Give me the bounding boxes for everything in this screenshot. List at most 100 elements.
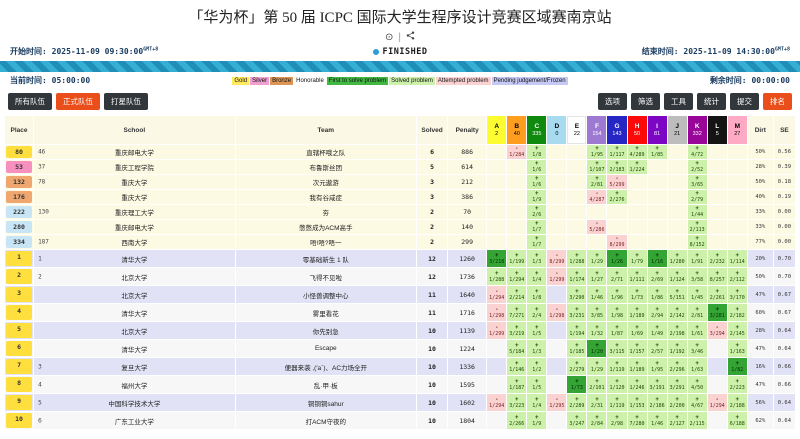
team-row[interactable]: 80 46 重庆邮电大学 直辖杯哦之队 6 886 -1/284 +1/8 +1/95 +1/11…	[5, 145, 795, 159]
dirt-value: 47%	[747, 286, 773, 303]
problem-cell-E	[567, 220, 587, 234]
team-name: 次元遨游	[235, 175, 417, 189]
problem-cell-D: -8/299	[547, 250, 567, 267]
team-filter-button[interactable]: 所有队伍	[8, 93, 52, 110]
school-cell: 4 福州大学	[34, 376, 235, 393]
problem-cell-F: +2/81	[587, 175, 607, 189]
divider: |	[398, 31, 401, 43]
col-header-problem-M[interactable]: M 27	[727, 116, 747, 144]
problem-cell-D: -1/299	[547, 268, 567, 285]
team-row[interactable]: 4 清华大学 雾里看花 11 1716-1/298 +7/271 +2/4-1/298 +3/…	[5, 304, 795, 321]
col-header-problem-F[interactable]: F 154	[587, 116, 607, 144]
action-button[interactable]: 排名	[763, 93, 792, 110]
problem-cell-H: +1/111	[627, 268, 647, 285]
team-row[interactable]: 1 1 清华大学 零基础新生 1 队 12 1260 +3/218 +1/199 +1/3-8/…	[5, 250, 795, 267]
team-filter-button[interactable]: 打星队伍	[104, 93, 148, 110]
team-row[interactable]: 53 37 重庆工程学院 布鲁斯丝团 5 614 +1/6 +1/107 +2/183 +1/22…	[5, 160, 795, 174]
problem-cell-M: +2/145	[727, 322, 747, 339]
problem-cell-M	[727, 160, 747, 174]
problem-cell-B: +1/199	[507, 250, 527, 267]
school-cell: 清华大学	[34, 340, 235, 357]
problem-cell-C: +1/6	[527, 175, 547, 189]
problem-cell-L	[707, 412, 727, 429]
solved-count: 2	[417, 235, 448, 249]
problem-cell-K: +2/113	[687, 220, 707, 234]
col-header-problem-I[interactable]: I 81	[647, 116, 667, 144]
solved-count: 11	[417, 286, 448, 303]
col-header-problem-E[interactable]: E 22	[567, 116, 587, 144]
problem-cell-G	[607, 205, 627, 219]
problem-cell-J	[667, 145, 687, 159]
team-row[interactable]: 334 187 西南大学 唔!唔?唔一 2 299 +1/7 -8/299 +8/152 77% 0…	[5, 235, 795, 249]
school-rank: 46	[38, 148, 46, 156]
problem-cell-H: +1/153	[627, 394, 647, 411]
problem-cell-E: +2/289	[567, 394, 587, 411]
share-icon[interactable]	[406, 31, 415, 43]
problem-cell-D	[547, 160, 567, 174]
problem-cell-D: -1/298	[547, 304, 567, 321]
team-row[interactable]: 5 北京大学 你先别急 10 1139-1/299 +3/219 +1/5 +1/194 +1/…	[5, 322, 795, 339]
problem-cell-L: +2/261	[707, 286, 727, 303]
problem-cell-G: +1/119	[607, 358, 627, 375]
problem-cell-C: +1/5	[527, 322, 547, 339]
team-filter-button[interactable]: 正式队伍	[56, 93, 100, 110]
col-header-problem-B[interactable]: B 40	[507, 116, 527, 144]
team-row[interactable]: 176 重庆大学 我有谷咸症 3 386 +1/9 -4/287 +2/276 +2/79 40%…	[5, 190, 795, 204]
team-row[interactable]: 8 4 福州大学 乱·甲·板 10 1595 +1/187 +1/5 +1/73 +2/101 +1…	[5, 376, 795, 393]
action-button[interactable]: 筛选	[631, 93, 660, 110]
col-header-problem-G[interactable]: G 143	[607, 116, 627, 144]
action-button[interactable]: 选项	[598, 93, 627, 110]
action-buttons: 选项 筛选 工具 统计 提交 排名	[598, 93, 792, 110]
problem-cell-A	[487, 376, 507, 393]
problem-cell-E: +3/231	[567, 304, 587, 321]
team-row[interactable]: 222 130 重庆理工大学 夯 2 70 +2/6 +1/44 33% 0.00	[5, 205, 795, 219]
col-header-problem-J[interactable]: J 21	[667, 116, 687, 144]
contest-progress-bar[interactable]	[0, 61, 800, 72]
problem-cell-E: +2/279	[567, 358, 587, 375]
col-header-problem-H[interactable]: H 50	[627, 116, 647, 144]
team-row[interactable]: 132 78 重庆大学 次元遨游 3 212 +1/6 +2/81-5/299 +3/65 50%…	[5, 175, 795, 189]
school-cell: 46 重庆邮电大学	[34, 145, 235, 159]
action-button[interactable]: 工具	[664, 93, 693, 110]
action-button[interactable]: 统计	[697, 93, 726, 110]
problem-cell-M: +1/163	[727, 340, 747, 357]
balloon-icon[interactable]: ⊙	[385, 31, 394, 43]
problem-cell-H: +1/224	[627, 160, 647, 174]
place-cell: 10	[5, 412, 34, 429]
team-row[interactable]: 280 重庆邮电大学 憋憋成为ACM高手 2 140 +1/7 -5/286 +2/113 33…	[5, 220, 795, 234]
se-value: 0.67	[773, 304, 795, 321]
problem-cell-F: -4/287	[587, 190, 607, 204]
col-header-problem-K[interactable]: K 332	[687, 116, 707, 144]
problem-cell-C: +1/9	[527, 190, 547, 204]
place-cell: 176	[5, 190, 34, 204]
school-cell: 清华大学	[34, 304, 235, 321]
problem-cell-D	[547, 175, 567, 189]
place-badge: 1	[6, 251, 33, 266]
school-cell: 重庆邮电大学	[34, 220, 235, 234]
problem-cell-G: +1/119	[607, 394, 627, 411]
penalty-value: 1640	[448, 286, 487, 303]
team-row[interactable]: 9 5 中国科学技术大学 铜铜铜sahur 10 1602-1/294 +3/223 +1/4…	[5, 394, 795, 411]
problem-cell-C: +1/3	[527, 250, 547, 267]
team-row[interactable]: 7 3 复旦大学 便器来袭 ,(′а`)、AC力场全开 10 1336 +1/146 +1/2…	[5, 358, 795, 375]
problem-cell-K: +1/61	[687, 322, 707, 339]
school-rank: 1	[38, 255, 42, 262]
col-header-problem-C[interactable]: C 335	[527, 116, 547, 144]
problem-cell-J: +1/280	[667, 250, 687, 267]
school-name: 重庆邮电大学	[114, 150, 154, 157]
team-row[interactable]: 6 清华大学 Escape 10 1224 +5/184 +1/3 +1/185 +1/20 +3…	[5, 340, 795, 357]
team-row[interactable]: 3 北京大学 小怪兽调整中心 11 1640-1/294 +2/214 +1/8 +3/290…	[5, 286, 795, 303]
team-row[interactable]: 2 2 北京大学 飞得不见啦 12 1736 +1/288 +1/294 +1/4-1/299 +…	[5, 268, 795, 285]
problem-cell-B	[507, 175, 527, 189]
problem-cell-A	[487, 235, 507, 249]
place-badge: 9	[6, 395, 33, 410]
action-button[interactable]: 提交	[730, 93, 759, 110]
solved-count: 3	[417, 190, 448, 204]
solved-count: 10	[417, 412, 448, 429]
problem-cell-B: +2/214	[507, 286, 527, 303]
team-row[interactable]: 10 6 广东工业大学 打ACM守夜的 10 1804 +2/266 +1/9 +3/247 +2…	[5, 412, 795, 429]
se-value: 0.66	[773, 358, 795, 375]
